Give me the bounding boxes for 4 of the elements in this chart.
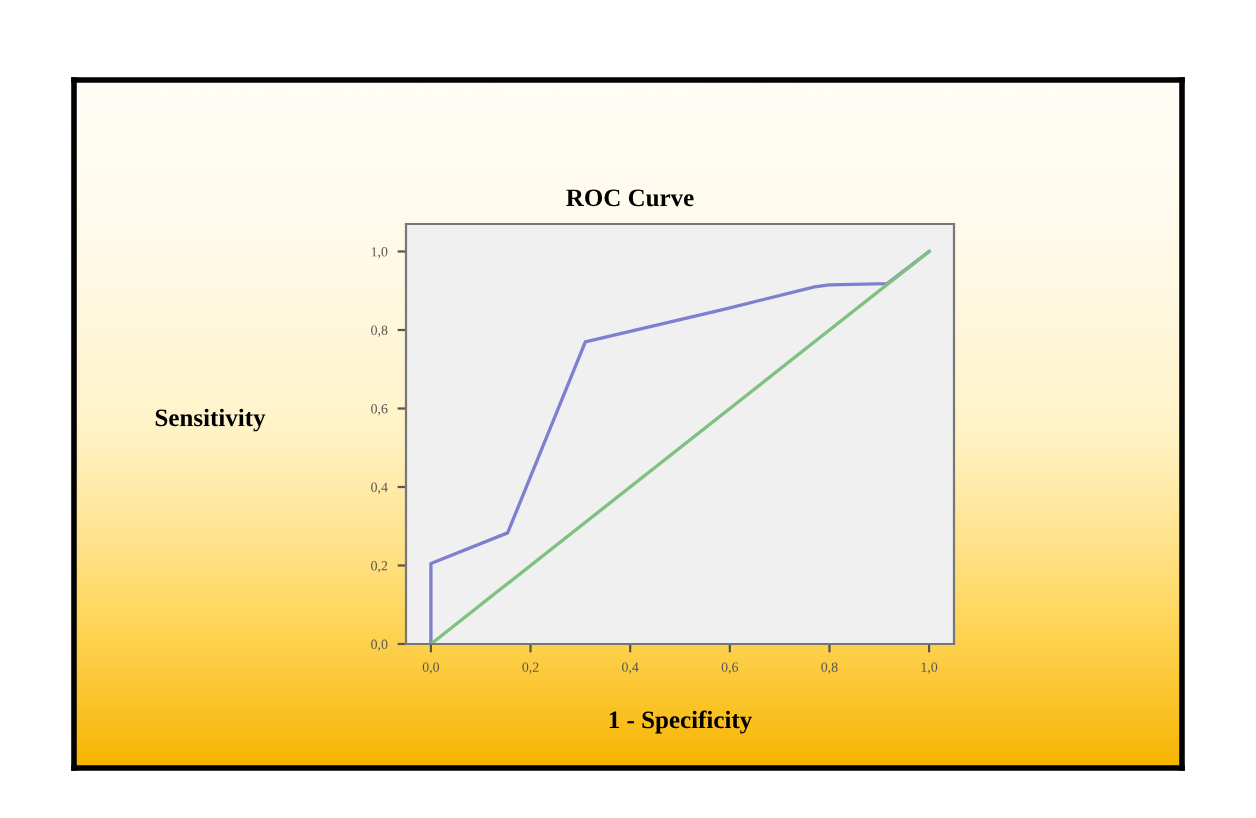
line-series <box>429 249 931 644</box>
y-axis-title: Sensitivity <box>155 408 266 432</box>
x-axis-title: 1 - Specificity <box>609 710 752 734</box>
chart-title: ROC Curve <box>566 189 694 207</box>
